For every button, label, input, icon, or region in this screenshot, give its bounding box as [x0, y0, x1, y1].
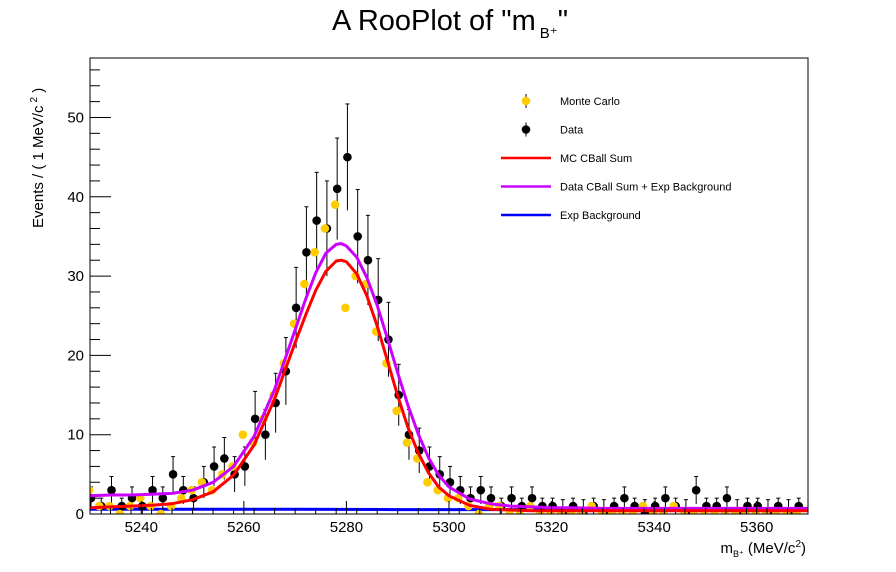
monte-carlo-point	[341, 303, 350, 313]
legend-label: Data CBall Sum + Exp Background	[560, 182, 732, 194]
monte-carlo-point	[300, 279, 309, 289]
x-axis-label: mB⁺ (MeV/c2)	[720, 539, 806, 559]
data-point	[363, 255, 373, 265]
monte-carlo-point	[115, 509, 125, 514]
data-point	[691, 485, 701, 495]
data-point	[107, 485, 116, 495]
data-cball-curve	[90, 242, 808, 510]
x-tick-label: 5300	[432, 519, 465, 536]
data-point	[353, 232, 362, 241]
monte-carlo-point	[238, 430, 248, 439]
monte-carlo-point	[90, 486, 94, 495]
monte-carlo-point	[402, 438, 412, 447]
x-tick-label: 5320	[535, 519, 568, 536]
legend-marker	[521, 125, 531, 134]
x-tick-label: 5280	[330, 519, 363, 536]
x-tick-label: 5260	[227, 519, 260, 536]
x-tick-label: 5340	[637, 519, 670, 536]
data-point	[661, 493, 670, 503]
axes: 5240 5260 5280 5300 5320 5340 5360 0 10 20 30 40 50	[67, 57, 809, 536]
y-tick-label: 30	[67, 268, 84, 285]
monte-carlo-point	[392, 406, 402, 416]
monte-carlo-point	[474, 509, 484, 514]
data-point	[507, 493, 516, 503]
x-tick-label: 5360	[740, 519, 773, 536]
data-point	[343, 152, 352, 162]
x-tick-label: 5240	[125, 519, 158, 536]
data-point	[312, 216, 321, 225]
plot-area	[90, 103, 808, 514]
mc-cball-curve	[90, 258, 808, 513]
y-tick-label: 20	[67, 347, 84, 364]
legend-label: Monte Carlo	[560, 96, 620, 108]
data-point	[168, 470, 178, 479]
data-point	[302, 247, 311, 257]
y-axis-label: Events / ( 1 MeV/c2 )	[29, 88, 47, 228]
legend-label: Data	[560, 125, 584, 137]
y-tick-label: 50	[67, 109, 84, 126]
legend-label: MC CBall Sum	[560, 153, 632, 165]
monte-carlo-point	[156, 509, 166, 514]
data-point	[332, 184, 342, 194]
data-point	[209, 462, 219, 471]
legend-marker	[521, 96, 531, 106]
chart-title: A RooPlot of "m B⁺"	[332, 5, 568, 42]
y-tick-label: 40	[67, 189, 84, 206]
data-point	[291, 303, 301, 313]
data-point	[476, 485, 486, 495]
data-point	[148, 485, 157, 495]
monte-carlo-point	[330, 200, 340, 210]
data-point	[261, 430, 270, 439]
data-point	[158, 493, 168, 503]
legend-label: Exp Background	[560, 210, 641, 222]
monte-carlo-point	[320, 224, 330, 233]
data-point	[620, 493, 629, 503]
monte-carlo-point	[310, 247, 319, 257]
y-tick-label: 0	[76, 506, 84, 523]
data-point	[527, 493, 537, 503]
data-point	[220, 454, 229, 463]
series-group	[90, 103, 808, 514]
monte-carlo-point	[423, 477, 432, 487]
data-point	[486, 493, 496, 503]
legend: Monte Carlo Data MC CBall Sum Data CBall Su…	[501, 94, 732, 222]
y-tick-label: 10	[67, 427, 84, 444]
data-point	[722, 493, 732, 503]
data-point	[250, 414, 260, 424]
